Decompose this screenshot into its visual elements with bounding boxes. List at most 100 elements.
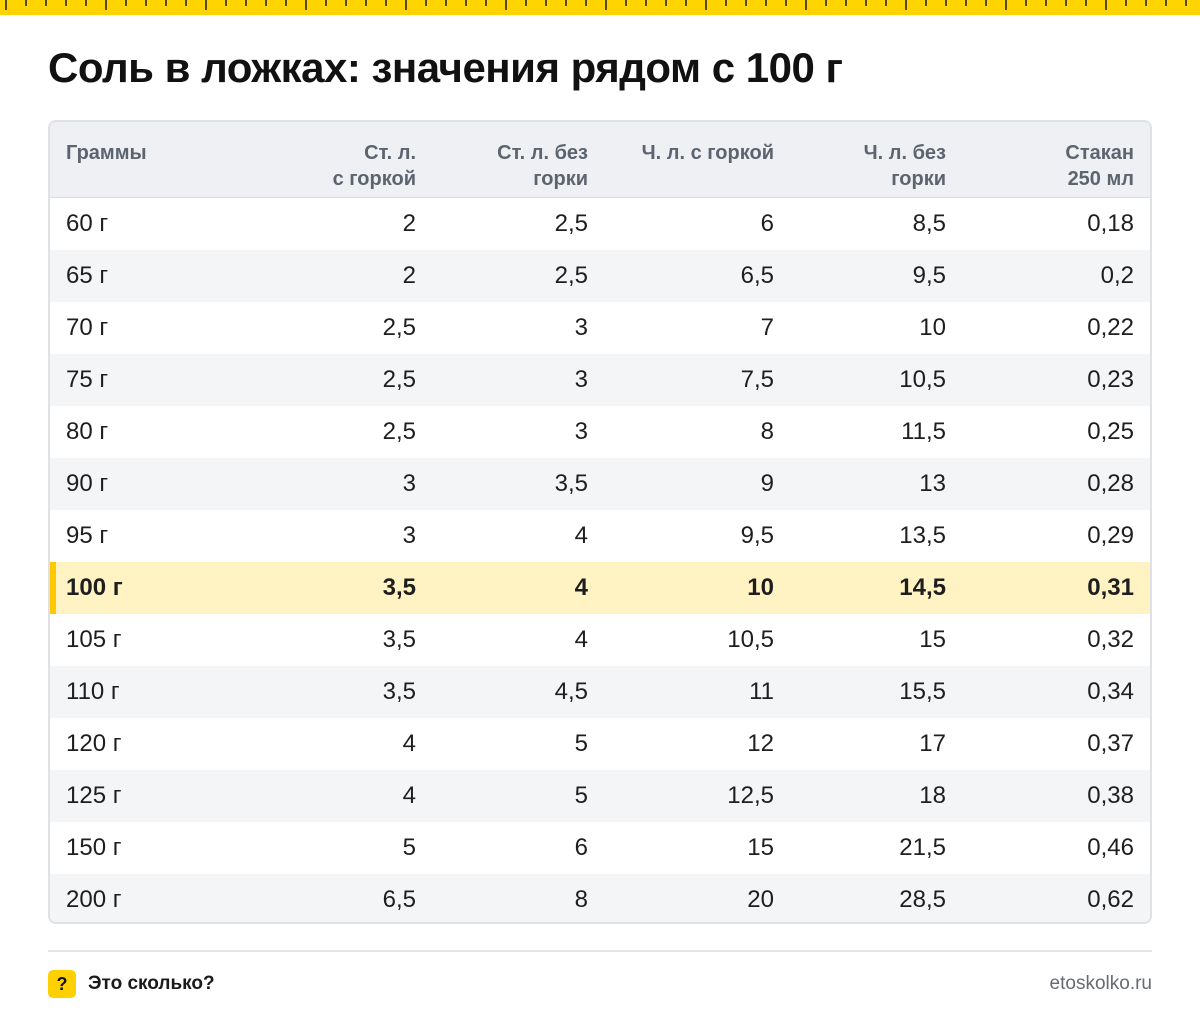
question-icon: ? (48, 970, 76, 998)
cell-value: 6 (760, 210, 774, 237)
site-url[interactable]: etoskolko.ru (1049, 973, 1152, 994)
footer-divider (48, 950, 1152, 952)
table-row: 60 г 2 2,5 6 8,5 0,18 (50, 198, 1150, 250)
cell-value: 0,38 (1087, 782, 1134, 809)
cell-grams: 95 г (66, 522, 109, 549)
column-header-line: Ст. л. (364, 142, 416, 164)
column-header: Ч. л. без горки (774, 122, 946, 197)
cell-value: 0,2 (1100, 262, 1134, 289)
column-header: Граммы (50, 122, 266, 197)
cell-value: 10,5 (899, 366, 946, 393)
cell-value: 0,28 (1087, 470, 1134, 497)
cell-grams: 200 г (66, 886, 122, 913)
footer-brand-block: ? Это сколько? (48, 970, 215, 998)
table-row: 75 г 2,5 3 7,5 10,5 0,23 (50, 354, 1150, 406)
cell-value: 14,5 (899, 574, 946, 601)
table-row: 80 г 2,5 3 8 11,5 0,25 (50, 406, 1150, 458)
table-row: 200 г 6,5 8 20 28,5 0,62 (50, 874, 1150, 922)
cell-grams: 65 г (66, 262, 109, 289)
cell-value: 9,5 (740, 522, 774, 549)
cell-value: 17 (919, 730, 946, 757)
table-header: Граммы Ст. л. с горкой Ст. л. без горки Ч. л.… (50, 122, 1150, 198)
cell-value: 5 (402, 834, 416, 861)
cell-value: 0,22 (1087, 314, 1134, 341)
column-header-line: горки (891, 168, 946, 190)
column-header: Стакан 250 мл (946, 122, 1134, 197)
table-row: 65 г 2 2,5 6,5 9,5 0,2 (50, 250, 1150, 302)
cell-grams: 100 г (66, 574, 123, 601)
column-header-line: Ст. л. без (497, 142, 588, 164)
cell-value: 5 (574, 782, 588, 809)
cell-value: 13,5 (899, 522, 946, 549)
table-body: 60 г 2 2,5 6 8,5 0,18 65 г 2 2,5 6,5 9,5 0,2 70 г 2,5… (50, 198, 1150, 922)
table-row: 70 г 2,5 3 7 10 0,22 (50, 302, 1150, 354)
cell-value: 3 (574, 366, 588, 393)
cell-grams: 90 г (66, 470, 109, 497)
cell-grams: 150 г (66, 834, 122, 861)
cell-value: 21,5 (899, 834, 946, 861)
column-header-line: Ч. л. без (863, 142, 946, 164)
cell-value: 2 (402, 262, 416, 289)
cell-value: 6,5 (740, 262, 774, 289)
table-row-highlighted: 100 г 3,5 4 10 14,5 0,31 (50, 562, 1150, 614)
cell-value: 11 (749, 678, 774, 705)
cell-value: 12,5 (727, 782, 774, 809)
cell-value: 4 (574, 574, 588, 601)
cell-value: 3 (402, 522, 416, 549)
table-row: 110 г 3,5 4,5 11 15,5 0,34 (50, 666, 1150, 718)
cell-value: 12 (747, 730, 774, 757)
cell-value: 2,5 (382, 314, 416, 341)
cell-value: 0,25 (1087, 418, 1134, 445)
cell-value: 2,5 (382, 418, 416, 445)
cell-value: 8 (760, 418, 774, 445)
cell-value: 4 (402, 730, 416, 757)
cell-value: 0,29 (1087, 522, 1134, 549)
cell-value: 2,5 (554, 262, 588, 289)
page-title: Соль в ложках: значения рядом с 100 г (48, 44, 843, 91)
ruler-strip (0, 0, 1200, 15)
cell-grams: 120 г (66, 730, 122, 757)
column-header-line: Ч. л. с горкой (641, 142, 774, 164)
table-row: 150 г 5 6 15 21,5 0,46 (50, 822, 1150, 874)
cell-value: 9 (760, 470, 774, 497)
cell-value: 0,37 (1087, 730, 1134, 757)
cell-value: 5 (574, 730, 588, 757)
cell-grams: 80 г (66, 418, 109, 445)
cell-value: 10,5 (727, 626, 774, 653)
cell-value: 10 (747, 574, 774, 601)
table-row: 125 г 4 5 12,5 18 0,38 (50, 770, 1150, 822)
column-header-line: Стакан (1065, 142, 1134, 164)
conversion-table: Граммы Ст. л. с горкой Ст. л. без горки Ч. л.… (48, 120, 1152, 924)
cell-value: 4 (402, 782, 416, 809)
cell-value: 4 (574, 522, 588, 549)
cell-value: 15 (919, 626, 946, 653)
cell-grams: 110 г (66, 678, 120, 705)
cell-value: 11,5 (901, 418, 946, 445)
cell-value: 0,32 (1087, 626, 1134, 653)
cell-value: 3 (574, 418, 588, 445)
cell-value: 10 (919, 314, 946, 341)
cell-value: 2,5 (554, 210, 588, 237)
cell-value: 0,23 (1087, 366, 1134, 393)
column-header-line: горки (533, 168, 588, 190)
table-row: 90 г 3 3,5 9 13 0,28 (50, 458, 1150, 510)
cell-value: 0,34 (1087, 678, 1134, 705)
cell-grams: 105 г (66, 626, 122, 653)
cell-value: 9,5 (912, 262, 946, 289)
cell-grams: 70 г (66, 314, 109, 341)
cell-value: 7,5 (740, 366, 774, 393)
column-header: Ст. л. без горки (416, 122, 588, 197)
cell-value: 3,5 (554, 470, 588, 497)
cell-value: 0,31 (1087, 574, 1134, 601)
column-header-line: с горкой (332, 168, 416, 190)
column-header-line: Граммы (66, 142, 147, 164)
cell-value: 2,5 (382, 366, 416, 393)
cell-value: 3,5 (382, 678, 416, 705)
column-header: Ст. л. с горкой (266, 122, 416, 197)
cell-value: 3 (402, 470, 416, 497)
cell-value: 0,62 (1087, 886, 1134, 913)
cell-value: 8,5 (912, 210, 946, 237)
cell-value: 20 (747, 886, 774, 913)
cell-value: 13 (919, 470, 946, 497)
brand-name: Это сколько? (88, 973, 215, 994)
